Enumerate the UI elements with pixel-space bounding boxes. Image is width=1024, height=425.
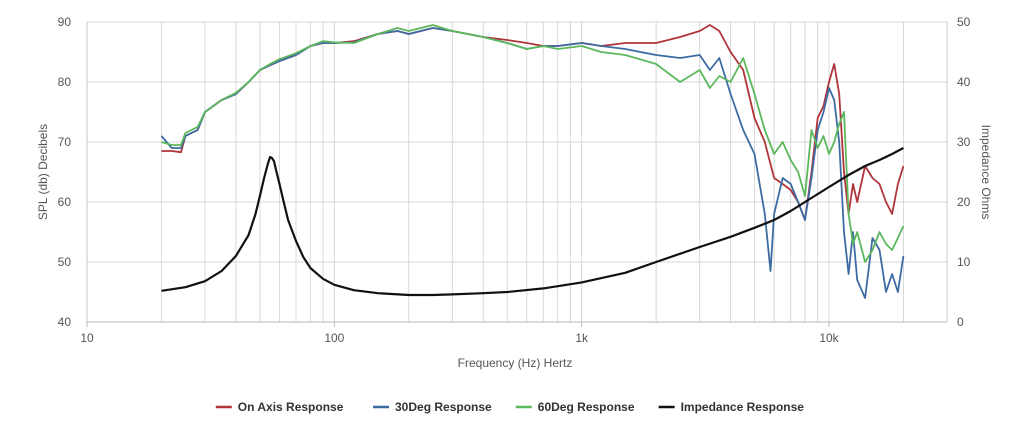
y-axis-left-title: SPL (db) Decibels [36, 124, 50, 220]
series-line-60deg-response [161, 24, 905, 263]
y-left-tick-label: 60 [58, 195, 72, 209]
y-right-tick-label: 30 [957, 135, 971, 149]
series-line-on-axis-response [161, 24, 905, 221]
axes: 10 100 1k 10k 40 50 60 70 80 90 0 10 20 30 40 50 [58, 15, 971, 345]
legend-item-60deg-response[interactable]: 60Deg Response [515, 400, 635, 414]
series-line-30deg-response [160, 27, 905, 299]
legend-item-impedance-response[interactable]: Impedance Response [658, 400, 805, 414]
y-left-tick-label: 90 [58, 15, 72, 29]
y-right-tick-label: 40 [957, 75, 971, 89]
x-tick-label: 1k [575, 331, 589, 345]
y-axis-right-title: Impedance Ohms [979, 125, 993, 220]
grid [86, 21, 948, 323]
legend-item-on-axis-response[interactable]: On Axis Response [215, 400, 344, 414]
legend-item-30deg-response[interactable]: 30Deg Response [373, 400, 492, 414]
legend: On Axis Response 30Deg Response 60Deg Resp… [215, 400, 805, 414]
y-left-tick-label: 70 [58, 135, 72, 149]
x-tick-label: 100 [324, 331, 344, 345]
y-right-tick-label: 20 [957, 195, 971, 209]
y-left-tick-label: 40 [58, 315, 72, 329]
y-right-tick-label: 10 [957, 255, 971, 269]
x-tick-label: 10 [80, 331, 94, 345]
x-tick-label: 10k [819, 331, 839, 345]
y-right-tick-label: 50 [957, 15, 971, 29]
series-line-impedance-response [161, 147, 904, 297]
legend-label: 60Deg Response [538, 400, 635, 414]
legend-label: 30Deg Response [395, 400, 492, 414]
y-left-tick-label: 80 [58, 75, 72, 89]
x-axis-title: Frequency (Hz) Hertz [458, 356, 573, 370]
series-lines [160, 24, 905, 299]
y-left-tick-label: 50 [58, 255, 72, 269]
legend-label: Impedance Response [681, 400, 805, 414]
y-right-tick-label: 0 [957, 315, 964, 329]
legend-label: On Axis Response [238, 400, 344, 414]
